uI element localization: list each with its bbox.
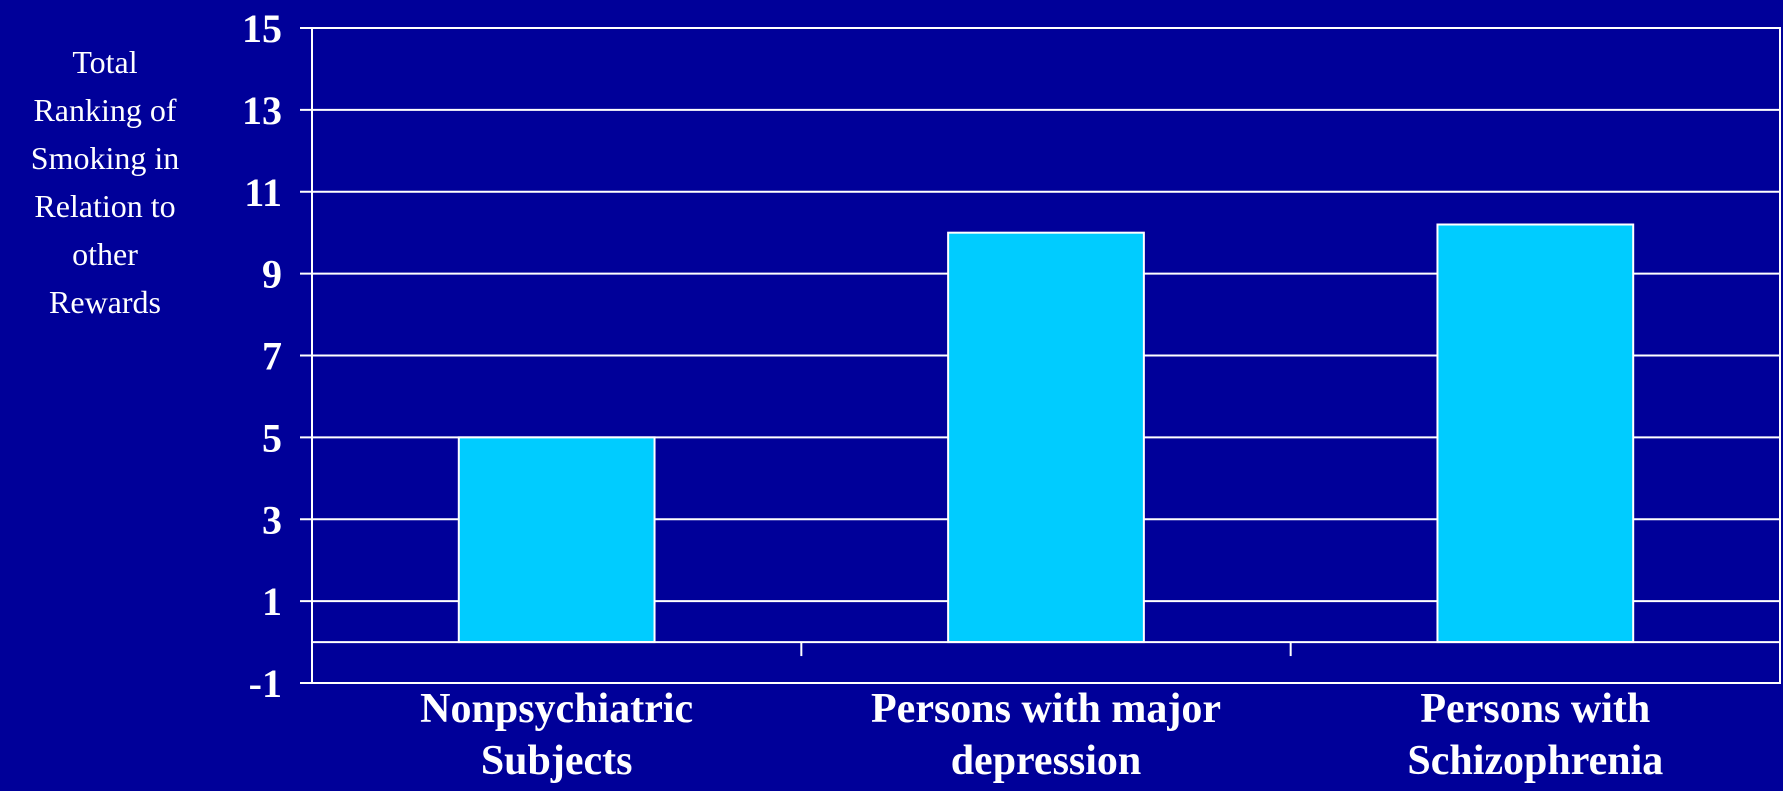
axes	[300, 27, 1781, 684]
plot-frame	[311, 27, 1781, 684]
y-tick-label: 15	[242, 6, 282, 51]
x-category-label: depression	[951, 738, 1142, 784]
y-axis-label-line: other	[72, 236, 138, 272]
y-tick-label: 1	[262, 579, 282, 624]
y-tick-label: 9	[262, 252, 282, 297]
y-axis-label-line: Total	[72, 44, 138, 80]
x-category-label: Persons with major	[871, 686, 1221, 732]
y-tick-label: -1	[249, 661, 282, 706]
x-category-label: Persons with	[1420, 686, 1650, 732]
y-tick-label: 11	[244, 170, 282, 215]
bar	[1436, 223, 1635, 644]
y-axis-label-line: Smoking in	[30, 140, 180, 176]
x-category-label: Schizophrenia	[1407, 738, 1663, 784]
labels: 15 13 11 9 7 5 3 1 -1 Nonpsychiatric Subjects Perso…	[242, 6, 1663, 784]
y-axis-label-line: Relation to	[34, 188, 176, 224]
bar	[947, 231, 1145, 644]
y-axis-label-line: Ranking of	[33, 92, 177, 128]
y-tick-label: 5	[262, 415, 282, 460]
bars	[457, 223, 1635, 644]
y-tick-label: 13	[242, 88, 282, 133]
x-category-label: Nonpsychiatric	[420, 686, 693, 732]
y-axis-label: Total Ranking of Smoking in Relation to …	[0, 38, 210, 326]
x-category-label: Subjects	[481, 738, 633, 784]
y-tick-label: 3	[262, 497, 282, 542]
y-axis-label-line: Rewards	[49, 284, 161, 320]
y-tick-label: 7	[262, 334, 282, 379]
bar	[457, 436, 656, 644]
